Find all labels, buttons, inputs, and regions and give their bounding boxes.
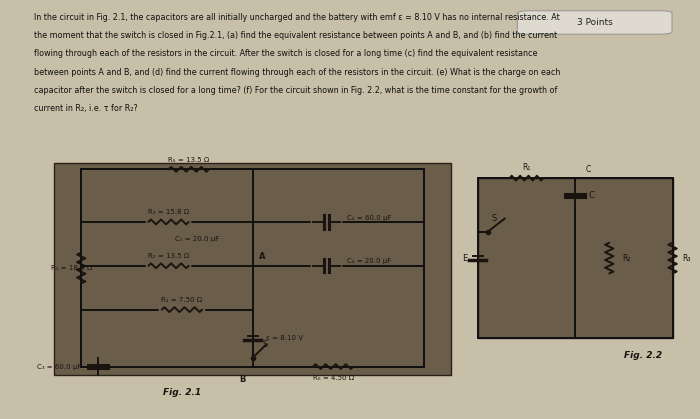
Text: C₂ = 60.0 μF: C₂ = 60.0 μF <box>346 215 391 220</box>
Text: C: C <box>585 165 590 174</box>
Text: B: B <box>239 375 246 384</box>
Text: C₃ = 60.0 μF: C₃ = 60.0 μF <box>37 364 81 370</box>
Text: R₁ = 18.0 Ω: R₁ = 18.0 Ω <box>51 265 92 271</box>
Text: E: E <box>462 253 468 263</box>
Bar <box>55 163 451 375</box>
Text: C: C <box>589 191 594 200</box>
Text: capacitor after the switch is closed for a long time? (f) For the circuit shown : capacitor after the switch is closed for… <box>34 86 558 95</box>
Text: S: S <box>262 340 268 349</box>
Text: R₂ = 13.5 Ω: R₂ = 13.5 Ω <box>148 253 189 259</box>
Text: R₃: R₃ <box>682 253 691 263</box>
Text: current in R₂, i.e. τ for R₂?: current in R₂, i.e. τ for R₂? <box>34 104 138 113</box>
Text: Fig. 2.2: Fig. 2.2 <box>624 351 662 360</box>
Text: R₁: R₁ <box>522 163 531 171</box>
Text: R₂: R₂ <box>623 253 631 263</box>
Text: 3 Points: 3 Points <box>577 18 612 27</box>
Bar <box>477 178 673 338</box>
Text: In the circuit in Fig. 2.1, the capacitors are all initially uncharged and the b: In the circuit in Fig. 2.1, the capacito… <box>34 13 560 22</box>
Text: S: S <box>492 214 497 223</box>
Text: between points A and B, and (d) find the current flowing through each of the res: between points A and B, and (d) find the… <box>34 67 561 77</box>
Text: C₁ = 20.0 μF: C₁ = 20.0 μF <box>175 236 220 243</box>
Text: R₅ = 13.5 Ω: R₅ = 13.5 Ω <box>168 157 209 163</box>
Text: R₃ = 15.8 Ω: R₃ = 15.8 Ω <box>148 210 189 215</box>
FancyBboxPatch shape <box>517 11 672 34</box>
Text: A: A <box>259 252 266 261</box>
Text: C₄ = 20.0 μF: C₄ = 20.0 μF <box>346 259 391 264</box>
Text: Fig. 2.1: Fig. 2.1 <box>163 388 201 397</box>
Text: ε = 8.10 V: ε = 8.10 V <box>266 335 303 341</box>
Text: the moment that the switch is closed in Fig.2.1, (a) find the equivalent resista: the moment that the switch is closed in … <box>34 31 558 40</box>
Text: R₆ = 4.50 Ω: R₆ = 4.50 Ω <box>313 375 354 381</box>
Text: R₄ = 7.50 Ω: R₄ = 7.50 Ω <box>162 297 202 303</box>
Text: flowing through each of the resistors in the circuit. After the switch is closed: flowing through each of the resistors in… <box>34 49 538 58</box>
